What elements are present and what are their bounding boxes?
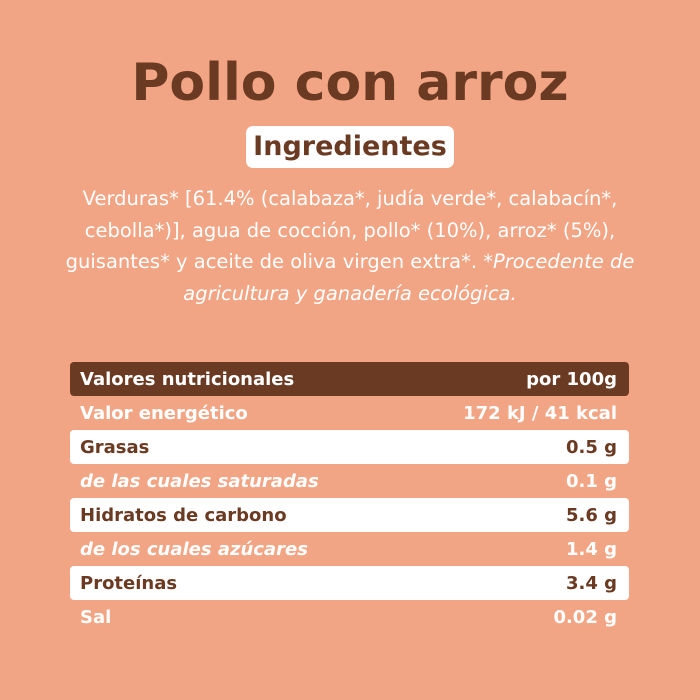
nutrient-label: Valor energético	[80, 402, 248, 424]
nutrient-value: 1.4 g	[565, 538, 617, 560]
nutrient-label: Hidratos de carbono	[80, 504, 287, 526]
nutrient-value: 0.02 g	[553, 606, 617, 628]
nutrition-row-fat: Grasas 0.5 g	[70, 430, 629, 464]
nutrient-label: Grasas	[80, 436, 150, 458]
nutrient-label: de las cuales saturadas	[80, 470, 319, 492]
ingredients-list: Verduras* [61.4% (calabaza*, judía verde…	[60, 183, 640, 309]
nutrient-label: de los cuales azúcares	[80, 538, 308, 560]
nutrient-value: 0.5 g	[565, 436, 617, 458]
nutrition-header-value: por 100g	[526, 368, 617, 390]
product-title: Pollo con arroz	[131, 53, 569, 113]
ingredients-text: Verduras* [61.4% (calabaza*, judía verde…	[65, 187, 618, 273]
nutrient-label: Proteínas	[80, 572, 178, 594]
nutrition-header-label: Valores nutricionales	[80, 368, 295, 390]
nutrient-value: 0.1 g	[565, 470, 617, 492]
nutrient-value: 5.6 g	[565, 504, 617, 526]
nutrition-row-saturated: de las cuales saturadas 0.1 g	[70, 464, 629, 498]
nutrient-value: 3.4 g	[565, 572, 617, 594]
ingredients-heading: Ingredientes	[246, 126, 454, 168]
ingredients-note: *Procedente de agricultura y ganadería e…	[183, 250, 635, 305]
nutrition-row-sugars: de los cuales azúcares 1.4 g	[70, 532, 629, 566]
nutrient-label: Sal	[80, 606, 112, 628]
nutrient-value: 172 kJ / 41 kcal	[463, 402, 617, 424]
nutrition-row-protein: Proteínas 3.4 g	[70, 566, 629, 600]
nutrition-row-carbohydrates: Hidratos de carbono 5.6 g	[70, 498, 629, 532]
nutrition-row-salt: Sal 0.02 g	[70, 600, 629, 634]
nutrition-row-energy: Valor energético 172 kJ / 41 kcal	[70, 396, 629, 430]
nutrition-table: Valores nutricionales por 100g Valor ene…	[70, 362, 629, 634]
nutrition-header-row: Valores nutricionales por 100g	[70, 362, 629, 396]
